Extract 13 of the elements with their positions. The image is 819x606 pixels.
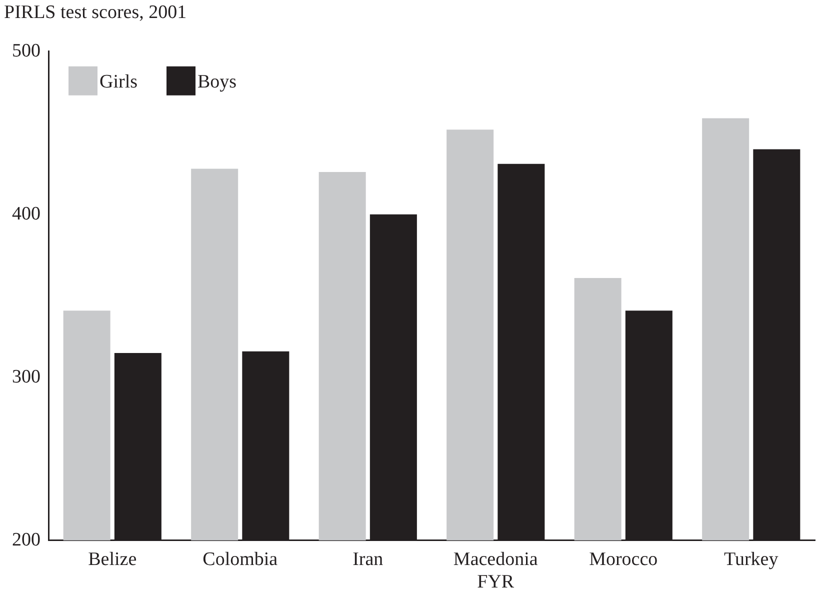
y-tick-label: 200	[12, 529, 40, 550]
x-tick-label: Iran	[352, 548, 384, 570]
x-tick-label: Turkey	[724, 548, 779, 570]
x-tick-label: Macedonia FYR	[453, 548, 538, 593]
x-tick-label: Colombia	[202, 548, 278, 570]
legend-label: Girls	[100, 71, 138, 92]
x-tick-label: Belize	[88, 548, 137, 570]
y-tick-label: 500	[12, 40, 40, 62]
chart-title: PIRLS test scores, 2001	[4, 2, 187, 24]
y-tick-label: 400	[12, 203, 40, 224]
x-tick-label: Morocco	[589, 548, 658, 570]
y-tick-label: 300	[12, 366, 40, 388]
legend-label: Boys	[198, 71, 237, 92]
